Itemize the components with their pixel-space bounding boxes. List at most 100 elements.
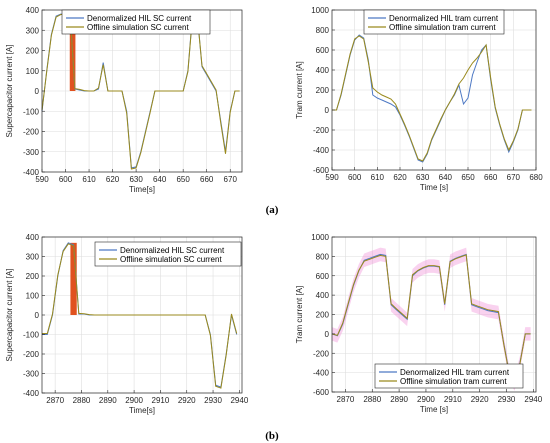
y-tick-label: -100 (23, 331, 40, 340)
x-tick-label: 2920 (178, 396, 196, 405)
y-tick-label: 100 (26, 67, 40, 76)
legend-label-1: Denormalized HIL SC current (87, 14, 192, 23)
y-tick-label: 200 (26, 47, 40, 56)
y-axis-label: Tram current [A] (295, 61, 304, 119)
y-tick-label: -400 (23, 168, 40, 177)
legend-label-2: Offline simulation SC current (120, 255, 222, 264)
y-tick-label: 200 (26, 272, 40, 281)
x-tick-label: 2880 (363, 395, 381, 404)
y-tick-label: -400 (23, 389, 40, 398)
legend-box (61, 9, 211, 35)
y-tick-label: -200 (313, 126, 330, 135)
y-tick-label: -400 (313, 146, 330, 155)
y-tick-label: -200 (23, 350, 40, 359)
y-tick-label: 1000 (311, 6, 329, 15)
y-tick-label: -200 (313, 349, 330, 358)
x-tick-label: 600 (59, 175, 73, 184)
y-tick-label: 0 (35, 87, 40, 96)
y-tick-label: 0 (325, 330, 330, 339)
y-tick-label: 400 (316, 66, 330, 75)
x-tick-label: 620 (393, 173, 407, 182)
y-tick-label: 100 (26, 292, 40, 301)
x-tick-label: 2930 (498, 395, 516, 404)
y-tick-label: -600 (313, 166, 330, 175)
legend-label-1: Denormalized HIL tram current (400, 368, 510, 377)
x-tick-label: 630 (129, 175, 143, 184)
x-tick-label: 2940 (524, 395, 542, 404)
y-tick-label: 0 (35, 311, 40, 320)
y-tick-label: 400 (26, 6, 40, 15)
y-tick-label: -600 (313, 388, 330, 397)
x-tick-label: 2890 (99, 396, 117, 405)
series-line-2 (332, 35, 532, 162)
x-tick-label: 620 (106, 175, 120, 184)
y-axis-label: Supercapacitor current [A] (5, 45, 14, 138)
legend-box (363, 9, 505, 35)
x-tick-label: 2910 (152, 396, 170, 405)
x-tick-label: 2920 (471, 395, 489, 404)
chart-panel-1: 590 600 610 620 630 640 650 660 670 -400 -300 -200 -… (5, 6, 243, 194)
x-tick-label: 640 (439, 173, 453, 182)
x-tick-label: 2880 (73, 396, 91, 405)
x-axis-label: Time[s] (129, 185, 155, 194)
y-axis-label: Tram current [A] (295, 286, 304, 344)
y-tick-label: 800 (316, 26, 330, 35)
legend-label-2: Offline simulation tram current (400, 377, 507, 386)
x-tick-label: 2870 (46, 396, 64, 405)
chart-panel-4: 2870 2880 2890 2900 2910 2920 2930 2940 -600 -400… (295, 233, 543, 414)
x-tick-label: 2890 (390, 395, 408, 404)
highlight-band (70, 242, 77, 315)
x-tick-label: 2930 (204, 396, 222, 405)
chart-panel-3: 2870 2880 2890 2900 2910 2920 2930 2940 -400 -300… (5, 233, 249, 415)
chart-panel-2: 590 600 610 620 630 640 650 660 670 680 -600 -400 -2… (295, 6, 543, 192)
x-tick-label: 590 (35, 175, 49, 184)
legend-box (94, 241, 242, 267)
y-tick-label: 400 (26, 233, 40, 242)
x-tick-label: 640 (153, 175, 167, 184)
x-tick-label: 2940 (230, 396, 248, 405)
y-tick-label: -300 (23, 148, 40, 157)
y-tick-label: 200 (316, 86, 330, 95)
y-tick-label: -200 (23, 128, 40, 137)
y-tick-label: 1000 (311, 233, 329, 242)
x-tick-label: 610 (371, 173, 385, 182)
x-tick-label: 650 (461, 173, 475, 182)
legend-box (374, 363, 524, 389)
x-tick-label: 660 (200, 175, 214, 184)
x-tick-label: 670 (507, 173, 521, 182)
x-tick-label: 650 (176, 175, 190, 184)
x-axis-label: Time[s] (129, 406, 155, 415)
x-tick-label: 2900 (417, 395, 435, 404)
x-tick-label: 600 (348, 173, 362, 182)
legend-label-1: Denormalized HIL tram current (389, 14, 499, 23)
y-tick-label: 200 (316, 311, 330, 320)
x-tick-label: 670 (224, 175, 238, 184)
y-axis-label: Supercapacitor current [A] (5, 269, 14, 362)
y-tick-label: 300 (26, 26, 40, 35)
series-line-2 (42, 243, 238, 389)
y-tick-label: -400 (313, 369, 330, 378)
x-tick-label: 630 (416, 173, 430, 182)
series-line-2 (331, 254, 531, 387)
y-tick-label: 800 (316, 252, 330, 261)
y-tick-label: -100 (23, 107, 40, 116)
y-tick-label: 0 (325, 106, 330, 115)
x-axis-label: Time [s] (420, 405, 448, 414)
x-axis-label: Time [s] (420, 183, 448, 192)
x-tick-label: 2910 (444, 395, 462, 404)
x-tick-label: 2870 (337, 395, 355, 404)
legend-label-2: Offline simulation SC current (87, 23, 189, 32)
y-tick-label: -300 (23, 370, 40, 379)
y-tick-label: 300 (26, 253, 40, 262)
y-tick-label: 400 (316, 291, 330, 300)
x-tick-label: 590 (325, 173, 339, 182)
caption-a: (a) (266, 204, 279, 216)
x-tick-label: 610 (82, 175, 96, 184)
x-tick-label: 680 (529, 173, 543, 182)
caption-b: (b) (265, 430, 279, 442)
